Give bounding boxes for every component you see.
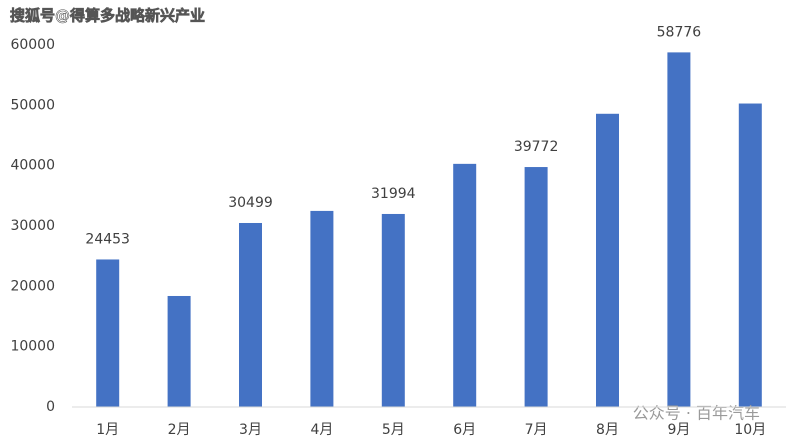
x-tick-label: 6月 — [453, 422, 476, 438]
x-tick-label: 5月 — [382, 422, 405, 438]
bar — [524, 167, 548, 407]
x-tick-label: 4月 — [310, 422, 333, 438]
data-label: 30499 — [228, 195, 273, 211]
bar — [167, 295, 191, 407]
x-tick-label: 1月 — [96, 422, 119, 438]
bar — [381, 213, 405, 407]
bar — [453, 163, 477, 407]
bar — [239, 222, 262, 407]
y-tick-label: 40000 — [10, 158, 55, 174]
y-tick-label: 10000 — [10, 339, 55, 355]
y-tick-label: 30000 — [10, 218, 55, 234]
y-tick-label: 50000 — [10, 97, 55, 113]
watermark: 搜狐号@得算多战略新兴产业 — [10, 7, 205, 25]
data-label: 58776 — [657, 24, 702, 40]
watermark: 公众号 · 百年汽车 — [633, 404, 760, 423]
x-tick-label: 2月 — [168, 422, 191, 438]
x-tick-label: 8月 — [596, 422, 619, 438]
bar — [96, 259, 120, 407]
x-tick-label: 3月 — [239, 422, 262, 438]
y-tick-label: 0 — [46, 399, 55, 415]
data-label: 24453 — [85, 231, 130, 247]
bar — [310, 210, 334, 407]
x-tick-label: 9月 — [667, 422, 690, 438]
bar — [667, 52, 691, 408]
bar — [738, 103, 762, 408]
y-tick-label: 20000 — [10, 278, 55, 294]
data-label: 39772 — [514, 139, 559, 155]
x-tick-label: 7月 — [525, 422, 548, 438]
x-tick-label: 10月 — [734, 422, 766, 438]
bar — [596, 113, 619, 407]
y-tick-label: 60000 — [10, 37, 55, 53]
data-label: 31994 — [371, 186, 416, 202]
